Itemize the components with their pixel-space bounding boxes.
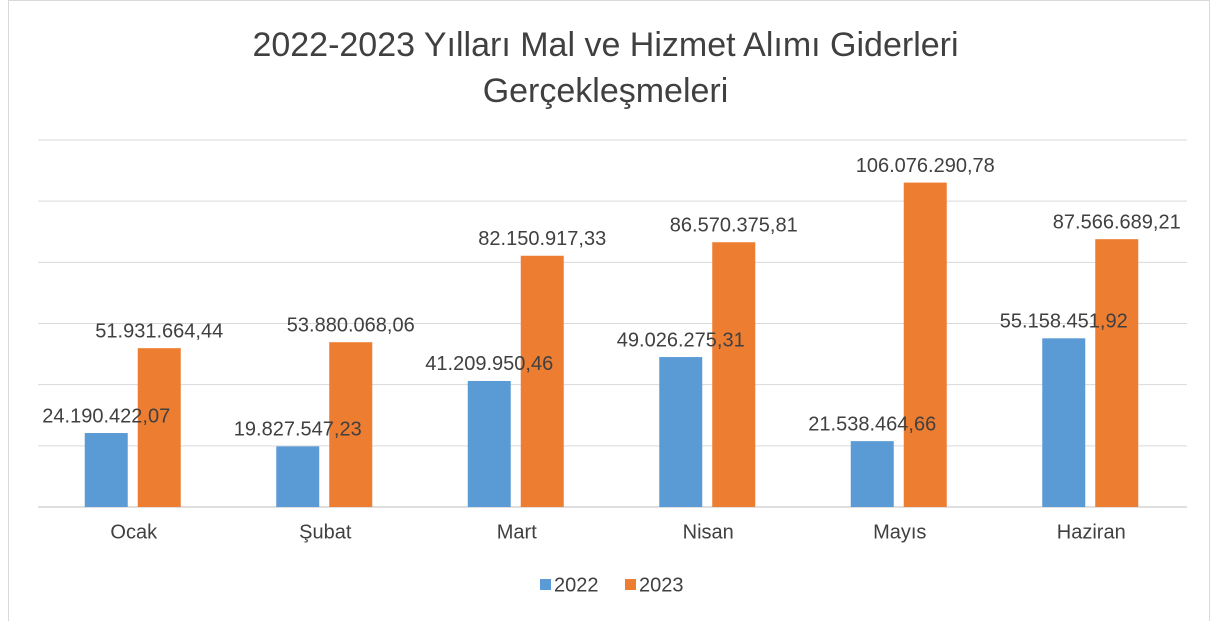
bar	[712, 242, 756, 507]
data-label: 87.566.689,21	[1053, 211, 1181, 233]
x-tick-label: Haziran	[1057, 521, 1126, 543]
data-label: 51.931.664,44	[95, 320, 223, 342]
legend-swatch	[625, 579, 636, 590]
bar	[84, 433, 128, 507]
x-tick-label: Ocak	[110, 521, 158, 543]
data-label: 86.570.375,81	[670, 215, 798, 237]
x-tick-label: Mayıs	[873, 521, 926, 543]
bar	[659, 357, 703, 507]
data-label: 41.209.950,46	[425, 353, 553, 375]
legend-swatch	[540, 579, 551, 590]
data-label: 53.880.068,06	[287, 314, 415, 336]
bar	[903, 182, 947, 507]
data-label: 106.076.290,78	[856, 155, 995, 177]
bar	[467, 380, 511, 507]
legend-label: 2023	[639, 574, 684, 596]
bar	[329, 342, 373, 507]
bar	[1042, 338, 1086, 507]
x-tick-label: Mart	[497, 521, 537, 543]
bar	[520, 255, 564, 507]
bar	[1095, 239, 1139, 507]
x-tick-label: Şubat	[299, 521, 352, 543]
data-label: 24.190.422,07	[42, 405, 170, 427]
legend-label: 2022	[554, 574, 599, 596]
data-label: 21.538.464,66	[808, 413, 936, 435]
x-tick-label: Nisan	[683, 521, 734, 543]
chart-border	[8, 0, 1210, 621]
bar	[276, 446, 320, 507]
chart-title-box: 2022-2023 Yılları Mal ve Hizmet Alımı Gi…	[0, 22, 1211, 114]
bar	[850, 441, 894, 507]
chart-title: 2022-2023 Yılları Mal ve Hizmet Alımı Gi…	[252, 26, 959, 110]
data-label: 19.827.547,23	[234, 419, 362, 441]
bar	[137, 348, 181, 507]
data-label: 82.150.917,33	[478, 228, 606, 250]
data-label: 49.026.275,31	[617, 329, 745, 351]
data-label: 55.158.451,92	[1000, 311, 1128, 333]
